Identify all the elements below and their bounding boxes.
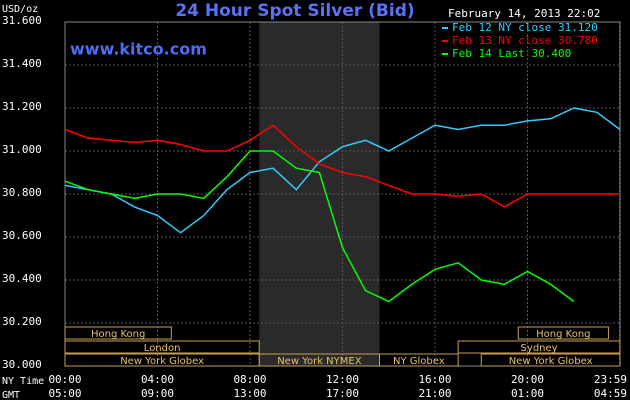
session-box <box>64 326 172 340</box>
x-tick-label: 08:00 <box>233 373 266 386</box>
session-label: New York Globex <box>120 356 204 367</box>
session-box <box>480 353 621 367</box>
x-tick-label: 00:00 <box>48 373 81 386</box>
y-tick-label: 30.600 <box>2 229 42 242</box>
session-label: NY Globex <box>393 356 445 367</box>
site-label: www.kitco.com <box>70 40 207 59</box>
x-tick-label: 23:59 <box>594 373 627 386</box>
y-tick-label: 30.200 <box>2 315 42 328</box>
legend-label: Feb 12 NY close 31.120 <box>452 21 598 34</box>
y-tick-label: 31.600 <box>2 14 42 27</box>
x-tick-label-gmt: 09:00 <box>141 387 174 400</box>
session-box <box>457 340 621 354</box>
series-line <box>64 124 620 208</box>
y-tick-label: 31.400 <box>2 57 42 70</box>
session-box <box>64 340 260 354</box>
legend-label: Feb 13 NY close 30.780 <box>452 34 598 47</box>
session-box <box>517 326 609 340</box>
x-row-label: GMT <box>2 390 20 400</box>
series-line <box>64 150 575 303</box>
x-tick-label: 20:00 <box>511 373 544 386</box>
timestamp: February 14, 2013 22:02 <box>448 7 600 20</box>
session-box <box>379 353 459 367</box>
unit-label: USD/oz <box>2 4 38 15</box>
x-tick-label-gmt: 04:59 <box>594 387 627 400</box>
session-label: Sydney <box>521 343 558 354</box>
y-tick-label: 30.000 <box>2 358 42 371</box>
x-tick-label: 16:00 <box>418 373 451 386</box>
x-tick-label-gmt: 21:00 <box>418 387 451 400</box>
session-label: New York NYMEX <box>277 356 362 367</box>
chart-title: 24 Hour Spot Silver (Bid) <box>175 1 414 21</box>
session-shade <box>259 22 380 366</box>
x-tick-label: 12:00 <box>326 373 359 386</box>
y-tick-label: 30.400 <box>2 272 42 285</box>
session-label: New York Globex <box>509 356 593 367</box>
x-tick-label-gmt: 13:00 <box>233 387 266 400</box>
x-tick-label-gmt: 17:00 <box>326 387 359 400</box>
series-line <box>64 107 621 234</box>
session-label: London <box>144 343 181 354</box>
session-label: Hong Kong <box>536 329 590 340</box>
x-tick-label: 04:00 <box>141 373 174 386</box>
x-tick-label-gmt: 01:00 <box>511 387 544 400</box>
legend-label: Feb 14 Last 30.400 <box>452 47 571 60</box>
x-tick-label-gmt: 05:00 <box>48 387 81 400</box>
y-tick-label: 31.000 <box>2 143 42 156</box>
y-tick-label: 30.800 <box>2 186 42 199</box>
x-row-label: NY Time <box>2 376 44 387</box>
session-label: Hong Kong <box>91 329 145 340</box>
y-tick-label: 31.200 <box>2 100 42 113</box>
